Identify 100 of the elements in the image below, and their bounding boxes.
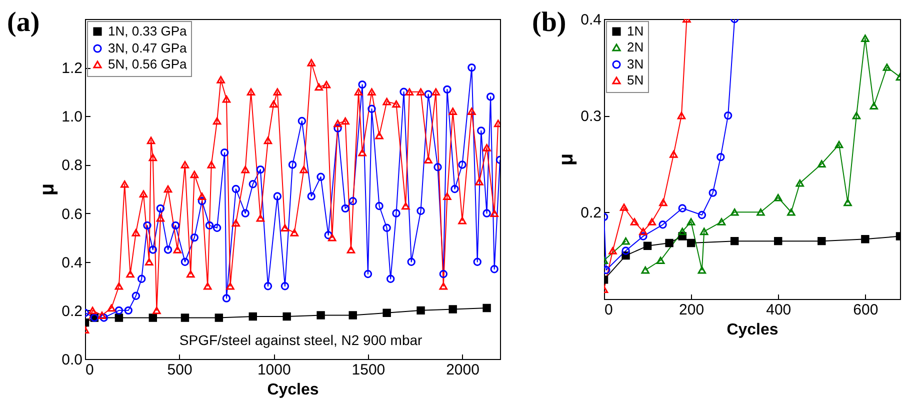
point xyxy=(482,304,491,312)
point xyxy=(730,236,739,246)
point xyxy=(124,306,132,315)
point xyxy=(724,111,732,120)
point xyxy=(248,312,257,321)
point xyxy=(273,192,282,200)
point xyxy=(774,236,782,246)
point xyxy=(348,197,357,206)
point xyxy=(870,102,878,110)
point xyxy=(678,228,686,236)
x-tick-label: 2000 xyxy=(446,362,480,378)
point xyxy=(622,237,630,245)
point xyxy=(248,180,257,188)
point xyxy=(698,266,706,274)
point xyxy=(818,160,826,168)
legend-label: 3N, 0.47 GPa xyxy=(108,40,188,56)
point xyxy=(434,163,442,172)
point xyxy=(232,184,240,194)
point xyxy=(256,165,265,174)
point xyxy=(220,148,229,157)
point xyxy=(222,294,231,302)
point xyxy=(643,242,652,250)
chart-title: (b) xyxy=(532,7,566,38)
point xyxy=(486,92,495,101)
point xyxy=(264,282,272,290)
point xyxy=(282,312,291,321)
point xyxy=(639,232,648,240)
point xyxy=(307,192,316,200)
point xyxy=(198,197,206,206)
y-tick-label: 0.4 xyxy=(580,12,602,28)
point xyxy=(639,228,648,236)
y-tick-label: 0.3 xyxy=(580,108,602,126)
point xyxy=(686,238,696,248)
point xyxy=(114,306,124,315)
point xyxy=(143,221,152,230)
point xyxy=(348,311,357,320)
point xyxy=(656,256,665,264)
point xyxy=(448,305,457,314)
y-tick-label: 0.4 xyxy=(62,254,82,272)
x-tick-label: 400 xyxy=(766,302,792,318)
point xyxy=(818,236,826,246)
x-axis-title: Cycles xyxy=(267,382,319,398)
point xyxy=(424,90,432,98)
x-axis-title: Cycles xyxy=(726,322,778,338)
chart-title: (a) xyxy=(7,7,40,38)
point xyxy=(490,265,498,274)
legend-label: 1N, 0.33 GPa xyxy=(108,24,188,38)
y-tick-label: 0.0 xyxy=(62,352,82,368)
point xyxy=(164,246,172,254)
point xyxy=(171,221,180,230)
x-tick-label: 500 xyxy=(167,362,192,378)
y-tick-label: 1.2 xyxy=(62,60,82,78)
x-tick-label: 600 xyxy=(853,302,878,318)
y-tick-label: 0.2 xyxy=(580,204,602,222)
point xyxy=(368,104,376,113)
x-tick-label: 0 xyxy=(604,302,613,318)
annotation: SPGF/steel against steel, N2 900 mbar xyxy=(179,332,423,348)
point xyxy=(137,274,146,283)
point xyxy=(392,209,400,218)
point xyxy=(622,246,630,255)
point xyxy=(288,160,297,169)
point xyxy=(324,231,332,240)
point xyxy=(670,150,678,158)
point xyxy=(439,270,448,278)
point xyxy=(205,221,214,230)
point xyxy=(608,247,617,254)
point xyxy=(334,124,342,132)
point xyxy=(620,204,628,211)
point xyxy=(241,209,250,218)
point xyxy=(686,218,696,226)
point xyxy=(677,112,686,120)
point xyxy=(212,224,222,232)
point xyxy=(298,116,306,126)
x-tick-label: 200 xyxy=(679,302,704,318)
point xyxy=(458,160,466,169)
point xyxy=(416,206,425,215)
point xyxy=(156,204,165,213)
point xyxy=(180,314,190,322)
x-tick-label: 1000 xyxy=(257,362,291,378)
point xyxy=(665,238,674,248)
point xyxy=(316,311,325,320)
point xyxy=(482,209,491,218)
y-axis-title: μ xyxy=(556,153,578,166)
point xyxy=(316,172,325,181)
point xyxy=(716,152,725,162)
point xyxy=(787,208,796,216)
point xyxy=(630,218,639,226)
y-tick-label: 0.8 xyxy=(62,157,82,174)
point xyxy=(180,258,190,266)
point xyxy=(648,218,656,226)
legend-label: 3N xyxy=(627,56,644,72)
legend-label: 5N, 0.56 GPa xyxy=(108,56,188,72)
point xyxy=(861,34,870,42)
point xyxy=(114,314,124,322)
point xyxy=(280,282,290,290)
point xyxy=(861,235,870,244)
x-tick-label: 1500 xyxy=(352,362,386,378)
point xyxy=(834,140,844,148)
point xyxy=(473,258,482,266)
point xyxy=(407,258,416,266)
